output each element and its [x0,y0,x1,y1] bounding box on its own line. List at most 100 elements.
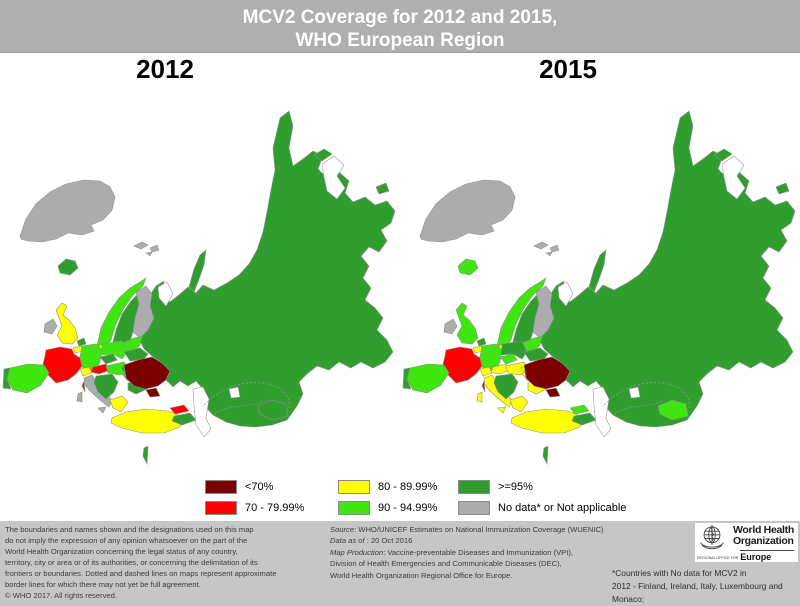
country-switzerland [479,366,493,377]
country-cyprus-israel [542,445,549,466]
country-turkey [110,408,185,434]
country-austria [490,363,511,375]
source-line: Source: WHO/UNICEF Estimates on National… [330,525,604,534]
country-svalbard-1 [133,241,149,250]
country-ukraine-crimea [145,387,161,398]
country-iceland [57,258,79,276]
legend-swatch-yellow [338,479,370,494]
year-label-2012: 2012 [136,54,194,84]
source-line: Data as of : 20 Oct 2016 [330,536,413,546]
legend-label: No data* or Not applicable [498,501,627,514]
country-france [42,346,83,384]
country-uk [55,302,79,345]
legend-item-gte95: >=95% [458,479,533,494]
footer: The boundaries and names shown and the d… [0,521,800,606]
country-czech [99,353,118,365]
country-russia [137,110,396,428]
country-russia-ne-islands-2 [375,182,390,195]
country-ukraine [123,356,171,390]
country-greenland [19,179,116,243]
legend-label: 80 - 89.99% [378,480,438,493]
caspian-sea [592,386,612,438]
border-central-asia [213,399,266,415]
country-svalbard-3 [145,251,153,257]
country-portugal [402,367,412,390]
country-austria [90,363,111,375]
border-kazakhstan [603,382,690,414]
country-russia-novaya-zemlya [188,249,207,293]
country-balkans [93,373,119,400]
country-italy-sicily [97,406,107,414]
country-ireland [43,318,58,335]
country-georgia [169,404,190,415]
country-kyrgyzstan [657,399,689,421]
source-line: World Health Organization Regional Offic… [330,570,513,580]
border-kazakhstan [203,382,290,414]
source-line: Division of Health Emergencies and Commu… [330,559,562,569]
year-label-2015: 2015 [539,54,597,84]
legend-item-lt70: <70% [205,479,273,494]
country-spain [406,363,450,394]
country-russia [537,110,796,428]
country-armenia-azerbaijan [571,412,597,426]
source-line: Map Production: Vaccine-preventable Dise… [330,547,573,557]
country-italy-sardinia [76,391,83,403]
legend-label: <70% [245,480,274,493]
country-czech [499,353,518,365]
country-ukraine [523,356,571,390]
country-greenland [419,179,516,243]
country-poland [100,340,128,360]
country-poland [500,340,528,360]
legend-label: 90 - 94.99% [378,501,438,514]
aral-sea [628,386,641,399]
country-belarus [523,347,549,362]
country-netherlands [476,337,487,347]
legend-swatch-green [458,479,490,494]
country-france-corsica [481,380,486,393]
country-uk [455,302,479,345]
legend-swatch-gray [458,500,490,515]
country-netherlands [76,337,87,347]
who-emblem-icon [700,524,724,550]
no-data-footnote: *Countries with No data for MCV2 in 2012… [612,568,783,604]
country-greece [509,395,529,413]
country-svalbard-1 [533,241,549,250]
country-finland [532,285,555,339]
country-portugal [2,367,12,390]
country-svalbard-2 [549,244,560,253]
legend-swatch-darkred [205,479,237,494]
source-block: Source: WHO/UNICEF Estimates on National… [330,524,620,581]
country-svalbard-3 [545,251,553,257]
country-italy-sardinia [476,391,483,403]
white-sea [157,281,174,307]
title-line-1: MCV2 Coverage for 2012 and 2015, [242,7,558,28]
country-italy-sicily [497,406,507,414]
who-logo-office: REGIONAL OFFICE FOR Europe [697,550,794,562]
country-russia-ne-islands-1 [313,148,333,162]
country-spain [6,363,50,394]
gulf-of-ob [721,155,746,200]
legend-label: 70 - 79.99% [245,501,305,514]
country-ukraine-crimea [545,387,561,398]
border-central-asia [613,399,666,415]
country-iceland [457,258,479,276]
map-2015 [400,56,800,466]
country-france [442,346,483,384]
country-turkey [510,408,585,434]
country-russia-ne-islands-1 [713,148,733,162]
legend-swatch-lightgreen [338,500,370,515]
map-2012 [0,56,400,466]
country-norway [496,277,547,349]
country-kyrgyzstan [257,399,289,421]
country-ireland [443,318,458,335]
country-norway [96,277,147,349]
country-svalbard-2 [149,244,160,253]
gulf-of-ob [321,155,346,200]
caspian-sea [192,386,212,438]
country-greece [109,395,129,413]
legend-item-90-94: 90 - 94.99% [338,500,437,515]
title-bar: MCV2 Coverage for 2012 and 2015, WHO Eur… [0,0,800,53]
country-finland [132,285,155,339]
country-balkans [493,373,519,400]
